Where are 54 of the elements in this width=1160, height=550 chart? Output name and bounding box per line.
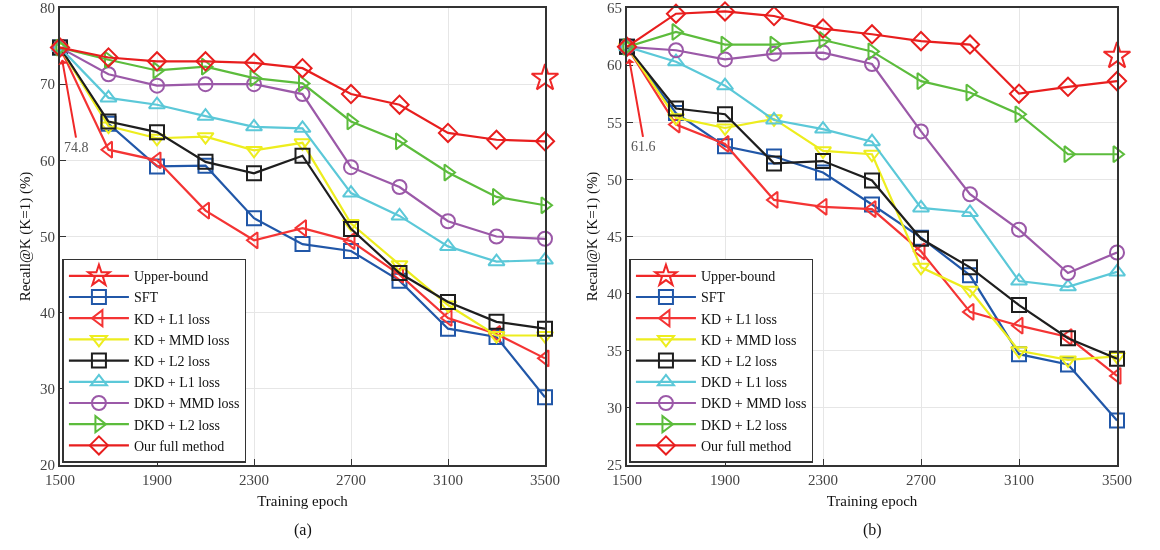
legend-label: DKD + L2 loss (700, 417, 788, 433)
y-tick-label: 55 (607, 114, 622, 131)
y-tick-label: 20 (40, 457, 55, 474)
legend-label: SFT (133, 290, 159, 306)
x-tick-label: 3500 (530, 472, 560, 488)
y-tick-label: 60 (40, 152, 55, 169)
y-tick-label: 30 (40, 381, 55, 398)
x-tick-label: 2700 (906, 472, 936, 488)
annotation: 74.8 (64, 140, 89, 155)
x-tick-label: 2700 (336, 472, 366, 488)
y-axis-title: Recall@K (K=1) (%) (16, 171, 34, 302)
x-tick-label: 1500 (45, 472, 75, 488)
x-tick-label: 2300 (808, 472, 838, 488)
x-tick-label: 1900 (710, 472, 740, 488)
legend-label: KD + L2 loss (133, 354, 210, 370)
y-tick-label: 40 (40, 304, 55, 321)
y-tick-label: 70 (40, 76, 55, 93)
legend-label: DKD + L2 loss (133, 417, 220, 433)
x-tick-label: 3100 (1004, 472, 1034, 488)
legend-label: DKD + MMD loss (700, 396, 807, 412)
legend-label: KD + MMD loss (700, 332, 797, 348)
y-tick-label: 40 (607, 285, 622, 302)
legend-label: Upper-bound (133, 269, 209, 285)
x-tick-label: 3500 (1102, 472, 1132, 488)
annotation: 61.6 (631, 139, 656, 154)
legend-label: KD + MMD loss (133, 332, 230, 348)
x-axis-title: Training epoch (826, 492, 918, 509)
x-axis-title: Training epoch (257, 492, 349, 509)
legend-label: DKD + L1 loss (133, 375, 220, 391)
legend-label: Our full method (700, 438, 792, 454)
legend-label: KD + L2 loss (700, 354, 777, 370)
text: (b) (863, 521, 882, 539)
y-tick-label: 60 (607, 57, 622, 74)
legend-label: KD + L1 loss (133, 311, 210, 327)
legend-label: Our full method (133, 438, 225, 454)
y-tick-label: 45 (607, 228, 622, 245)
legend-label: SFT (700, 290, 726, 306)
legend-label: KD + L1 loss (700, 311, 777, 327)
x-tick-label: 3100 (433, 472, 463, 488)
y-tick-label: 30 (607, 400, 622, 417)
x-tick-label: 1900 (142, 472, 172, 488)
y-tick-label: 65 (607, 0, 622, 17)
y-tick-label: 35 (607, 343, 622, 359)
legend-label: DKD + L1 loss (700, 375, 788, 391)
y-tick-label: 50 (607, 171, 622, 188)
legend-label: DKD + MMD loss (133, 396, 240, 412)
y-axis-title: Recall@K (K=1) (%) (583, 171, 601, 302)
legend-label: Upper-bound (700, 269, 776, 285)
y-tick-label: 25 (607, 457, 622, 474)
x-tick-label: 1500 (612, 472, 642, 488)
y-tick-label: 50 (40, 228, 55, 245)
y-tick-label: 80 (40, 0, 55, 17)
text: (a) (294, 521, 312, 539)
x-tick-label: 2300 (239, 472, 269, 488)
